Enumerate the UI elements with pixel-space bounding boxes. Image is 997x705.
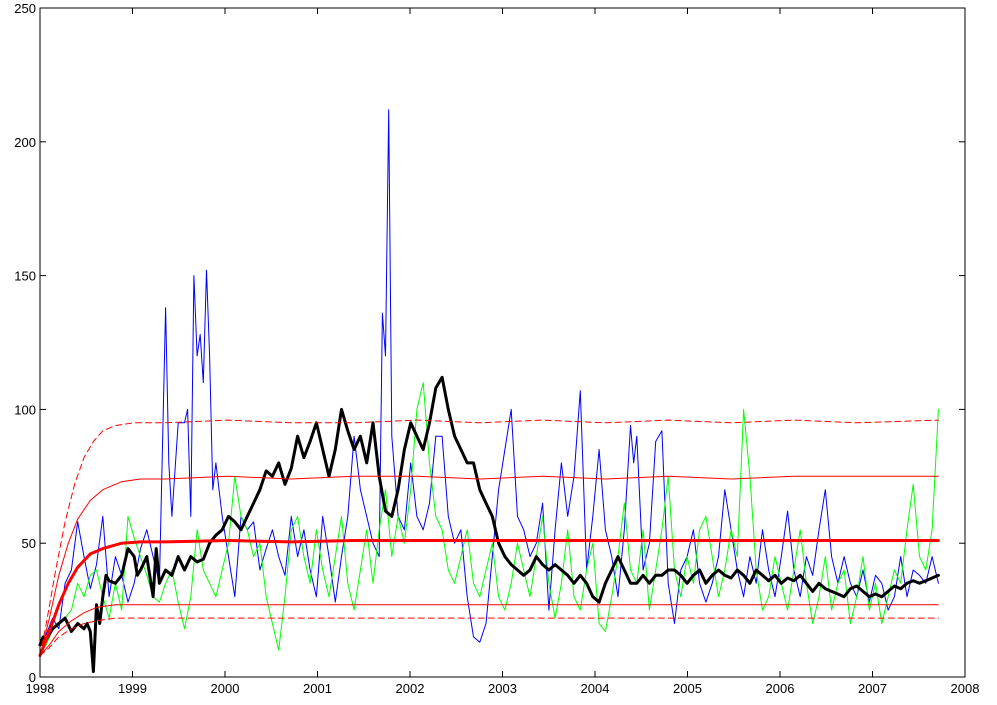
x-tick-label: 2001 [303, 681, 332, 696]
x-tick-label: 2006 [766, 681, 795, 696]
x-tick-label: 2003 [488, 681, 517, 696]
x-tick-label: 2007 [858, 681, 887, 696]
y-tick-label: 50 [22, 536, 36, 551]
tick-layer: 1998 1999 2000 2001 2002 2003 2004 2005 2006 2007… [14, 1, 979, 696]
series-line-2 [39, 382, 939, 651]
x-tick-label: 2002 [396, 681, 425, 696]
series-line-7 [39, 604, 939, 657]
x-tick-label: 1998 [26, 681, 55, 696]
x-tick-label: 2000 [211, 681, 240, 696]
series-line-3 [38, 375, 940, 674]
series-layer [38, 109, 940, 674]
y-tick-label: 200 [14, 135, 36, 150]
series-line-1 [39, 109, 939, 646]
series-line-4 [39, 419, 939, 657]
y-tick-label: 0 [29, 670, 36, 685]
x-tick-label: 2005 [673, 681, 702, 696]
series-line-8 [39, 617, 939, 657]
series-line-5 [39, 475, 939, 657]
x-tick-label: 2008 [951, 681, 980, 696]
series-line-6 [38, 539, 940, 658]
plot-background [40, 8, 965, 677]
y-tick-label: 100 [14, 402, 36, 417]
x-tick-label: 1999 [118, 681, 147, 696]
x-tick-label: 2004 [581, 681, 610, 696]
y-tick-label: 250 [14, 1, 36, 16]
y-tick-label: 150 [14, 269, 36, 284]
